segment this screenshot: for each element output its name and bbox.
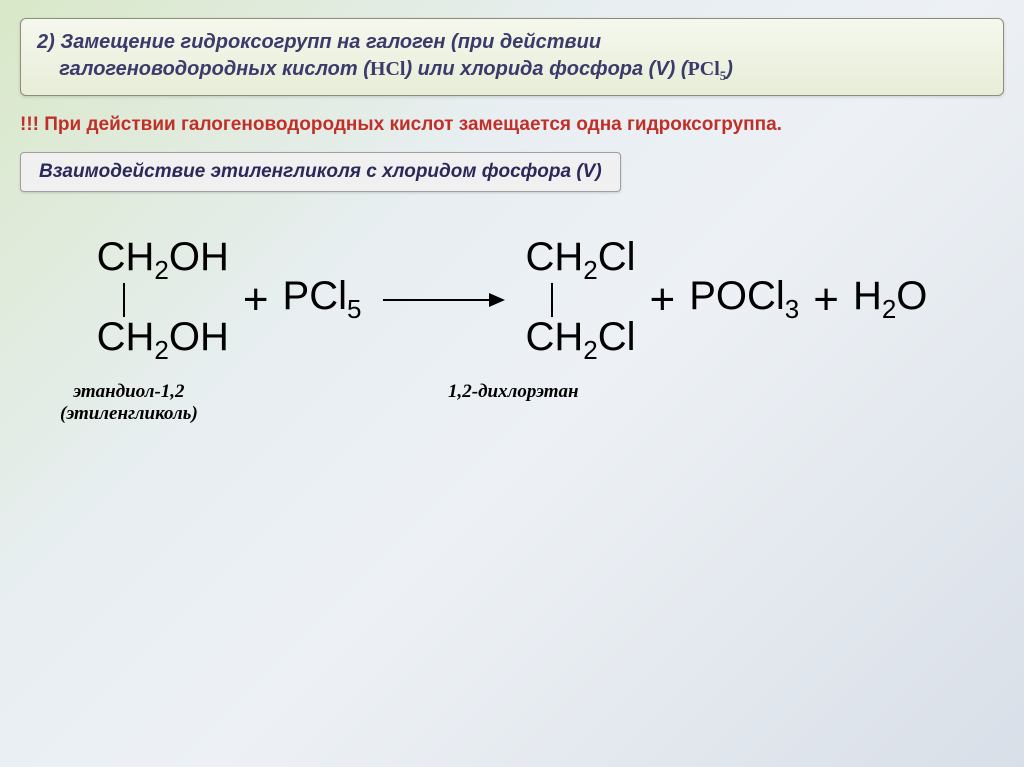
- plus-operator: +: [813, 275, 839, 325]
- plus-operator: +: [243, 275, 269, 325]
- header-line1: 2) Замещение гидроксогрупп на галоген (п…: [37, 31, 601, 53]
- mol-line: CH2Cl: [525, 237, 635, 283]
- subheader-box: Взаимодействие этиленгликоля с хлоридом …: [20, 152, 621, 192]
- mol-line: CH2OH: [97, 237, 229, 283]
- reaction-arrow: [383, 299, 503, 301]
- reaction-equation: CH2OH CH2OH + PCl5 CH2Cl CH2Cl + POCl3 +…: [0, 237, 1024, 363]
- mol-line: CH2Cl: [525, 317, 635, 363]
- label-ethanediol: этандиол-1,2 (этиленгликоль): [60, 381, 198, 427]
- header-box: 2) Замещение гидроксогрупп на галоген (п…: [20, 18, 1004, 96]
- product-dichloroethane: CH2Cl CH2Cl: [525, 237, 635, 363]
- labels-row: этандиол-1,2 (этиленгликоль) 1,2-дихлорэ…: [0, 381, 1024, 451]
- reagent-ethanediol: CH2OH CH2OH: [97, 237, 229, 363]
- warning-text: !!! При действии галогеноводородных кисл…: [20, 114, 1004, 136]
- header-line2-b: ) или хлорида фосфора (V) (: [405, 58, 687, 80]
- reagent-pcl5: PCl5: [283, 274, 362, 325]
- product-water: H2O: [853, 274, 927, 325]
- header-line2-a: галогеноводородных кислот (: [59, 58, 370, 80]
- header-text: 2) Замещение гидроксогрупп на галоген (п…: [37, 29, 987, 85]
- header-line2-c: ): [726, 58, 733, 80]
- hcl-text: HCl: [370, 58, 406, 80]
- plus-operator: +: [649, 275, 675, 325]
- pcl5-text: PCl5: [688, 58, 727, 80]
- product-pocl3: POCl3: [689, 274, 799, 325]
- label-dichloroethane: 1,2-дихлорэтан: [448, 381, 579, 404]
- mol-line: CH2OH: [97, 317, 229, 363]
- subheader-text: Взаимодействие этиленгликоля с хлоридом …: [39, 161, 602, 182]
